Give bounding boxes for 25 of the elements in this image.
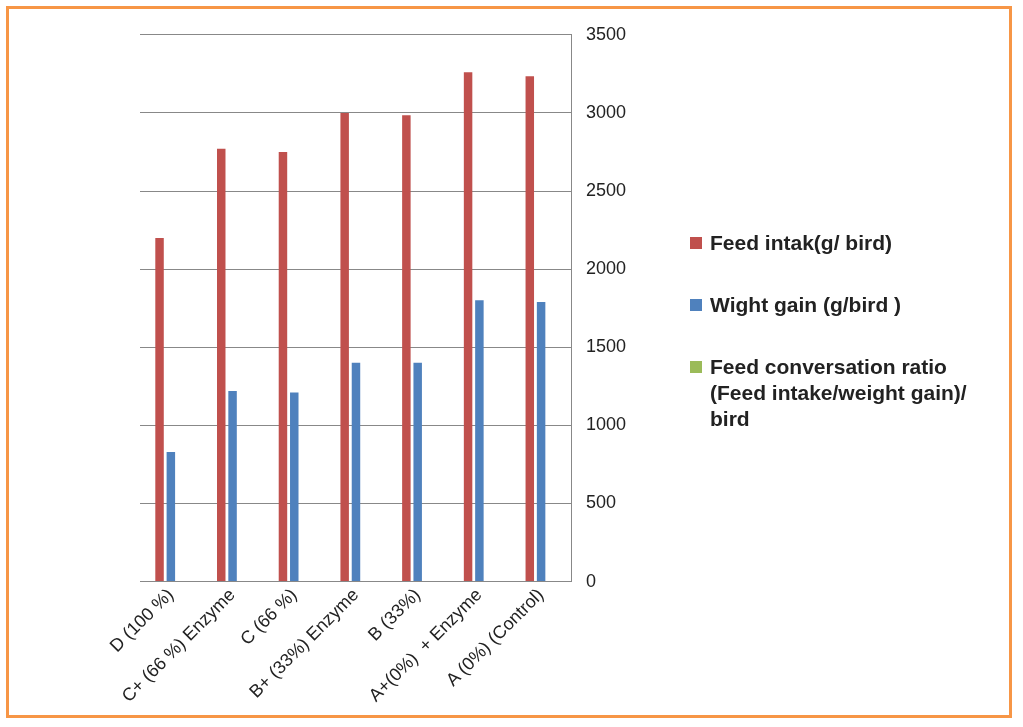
- legend-label: Feed conversation ratio (Feed intake/weight gain)/ bird: [710, 354, 968, 432]
- y-tick-label: 1000: [585, 414, 626, 435]
- y-tick-label: 0: [585, 570, 596, 591]
- y-tick-label: 3500: [585, 23, 626, 44]
- bar: [155, 237, 164, 582]
- y-tick-label: 2000: [585, 258, 626, 279]
- bar: [166, 451, 176, 582]
- legend-label: Feed intak(g/ bird): [710, 230, 893, 256]
- bar: [463, 72, 473, 582]
- bar: [525, 76, 535, 582]
- bar: [278, 151, 288, 582]
- y-tick-label: 1500: [585, 336, 626, 357]
- bar: [536, 301, 546, 582]
- legend-label: Wight gain (g/bird ): [710, 292, 902, 318]
- bar: [402, 115, 411, 582]
- y-tick-label: 2500: [585, 179, 626, 200]
- bar: [217, 148, 226, 582]
- bar: [475, 300, 484, 582]
- y-tick-label: 500: [585, 492, 616, 513]
- bar: [290, 392, 299, 582]
- y-tick-label: 3000: [585, 101, 626, 122]
- bar: [228, 390, 237, 582]
- bar: [351, 362, 361, 582]
- bar: [413, 362, 422, 582]
- bar: [340, 112, 349, 582]
